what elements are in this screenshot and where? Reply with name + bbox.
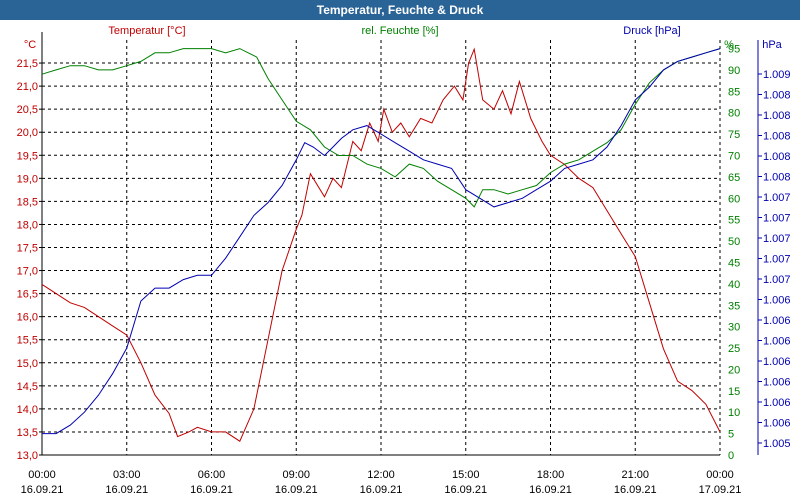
humidity-tick-label: 50 xyxy=(728,236,740,248)
humidity-tick-label: 10 xyxy=(728,407,740,419)
x-tick-label-date: 16.09.21 xyxy=(529,484,572,496)
x-tick-label-date: 17.09.21 xyxy=(699,484,742,496)
x-tick-label-date: 16.09.21 xyxy=(105,484,148,496)
humidity-tick-label: 80 xyxy=(728,108,740,120)
temp-tick-label: 14,0 xyxy=(17,404,38,416)
grid xyxy=(41,40,721,456)
x-tick-label-time: 03:00 xyxy=(113,469,141,481)
pressure-tick-label: 1.008 xyxy=(763,172,791,184)
humidity-tick-label: 35 xyxy=(728,300,740,312)
humidity-tick-label: 65 xyxy=(728,172,740,184)
temp-tick-label: 15,5 xyxy=(17,335,38,347)
pressure-tick-label: 1.006 xyxy=(763,295,791,307)
humidity-tick-label: 55 xyxy=(728,215,740,227)
x-tick-label-date: 16.09.21 xyxy=(21,484,64,496)
temp-tick-label: 21,0 xyxy=(17,81,38,93)
chart-canvas: 13,0 13,5 14,0 14,5 15,0 15,5 16,0 16,5 17,0 17,5… xyxy=(17,25,791,496)
x-tick-label-date: 16.09.21 xyxy=(275,484,318,496)
humidity-tick-label: 85 xyxy=(728,86,740,98)
temp-tick-label: 16,5 xyxy=(17,289,38,301)
temp-tick-label: 18,5 xyxy=(17,196,38,208)
pressure-tick-label: 1.008 xyxy=(763,110,791,122)
x-tick-label-time: 00:00 xyxy=(706,469,734,481)
axes xyxy=(39,32,762,456)
x-tick-label-time: 12:00 xyxy=(367,469,395,481)
temp-tick-label: 17,0 xyxy=(17,266,38,278)
humidity-tick-label: 60 xyxy=(728,193,740,205)
temp-tick-label: 19,5 xyxy=(17,150,38,162)
temp-tick-label: 21,5 xyxy=(17,58,38,70)
tick-labels: 13,0 13,5 14,0 14,5 15,0 15,5 16,0 16,5 17,0 17,5… xyxy=(17,25,791,496)
humidity-tick-label: 45 xyxy=(728,257,740,269)
series-line-rel-feuchte xyxy=(41,48,721,208)
temp-tick-label: 17,5 xyxy=(17,243,38,255)
chart-title: Temperatur, Feuchte & Druck xyxy=(0,0,800,20)
temp-tick-label: 20,5 xyxy=(17,104,38,116)
x-tick-label-date: 16.09.21 xyxy=(614,484,657,496)
humidity-unit-label: % xyxy=(724,39,734,51)
temp-tick-label: 19,0 xyxy=(17,173,38,185)
x-tick-label-date: 16.09.21 xyxy=(190,484,233,496)
x-tick-label-date: 16.09.21 xyxy=(360,484,403,496)
pressure-tick-label: 1.008 xyxy=(763,131,791,143)
pressure-tick-label: 1.006 xyxy=(763,377,791,389)
series-line-druck xyxy=(42,48,721,435)
humidity-tick-label: 15 xyxy=(728,386,740,398)
pressure-tick-label: 1.007 xyxy=(763,233,791,245)
humidity-tick-label: 25 xyxy=(728,343,740,355)
pressure-unit-label: hPa xyxy=(762,39,782,51)
x-tick-label-time: 09:00 xyxy=(282,469,310,481)
pressure-tick-label: 1.007 xyxy=(763,192,791,204)
pressure-tick-label: 1.006 xyxy=(763,356,791,368)
pressure-tick-label: 1.006 xyxy=(763,397,791,409)
pressure-tick-label: 1.009 xyxy=(763,69,791,81)
x-tick-label-time: 15:00 xyxy=(452,469,480,481)
temp-tick-label: 14,5 xyxy=(17,381,38,393)
temp-axis-label: Temperatur [°C] xyxy=(108,25,185,37)
humidity-tick-label: 20 xyxy=(728,364,740,376)
pressure-tick-label: 1.008 xyxy=(763,90,791,102)
x-tick-label-date: 16.09.21 xyxy=(444,484,487,496)
pressure-tick-label: 1.006 xyxy=(763,336,791,348)
humidity-tick-label: 75 xyxy=(728,129,740,141)
humidity-tick-label: 40 xyxy=(728,279,740,291)
series-line-temperatur xyxy=(41,47,721,442)
temp-tick-label: 16,0 xyxy=(17,312,38,324)
humidity-tick-label: 5 xyxy=(728,429,734,441)
temp-unit-label: °C xyxy=(24,39,36,51)
temp-tick-label: 13,0 xyxy=(17,450,38,462)
x-tick-label-time: 00:00 xyxy=(28,469,56,481)
temp-tick-label: 20,0 xyxy=(17,127,38,139)
pressure-tick-label: 1.006 xyxy=(763,315,791,327)
pressure-tick-label: 1.006 xyxy=(763,418,791,430)
humidity-tick-label: 0 xyxy=(728,450,734,462)
pressure-axis-label: Druck [hPa] xyxy=(623,25,680,37)
humidity-tick-label: 30 xyxy=(728,322,740,334)
humidity-tick-label: 90 xyxy=(728,65,740,77)
x-tick-label-time: 18:00 xyxy=(537,469,565,481)
pressure-tick-label: 1.007 xyxy=(763,274,791,286)
pressure-tick-label: 1.008 xyxy=(763,151,791,163)
temp-tick-label: 18,0 xyxy=(17,219,38,231)
temp-tick-label: 15,0 xyxy=(17,358,38,370)
pressure-tick-label: 1.005 xyxy=(763,438,791,450)
humidity-axis-label: rel. Feuchte [%] xyxy=(361,25,438,37)
humidity-tick-label: 95 xyxy=(728,44,740,56)
x-tick-label-time: 06:00 xyxy=(198,469,226,481)
x-tick-label-time: 21:00 xyxy=(621,469,649,481)
pressure-tick-label: 1.007 xyxy=(763,254,791,266)
humidity-tick-label: 70 xyxy=(728,151,740,163)
pressure-tick-label: 1.007 xyxy=(763,213,791,225)
series-lines xyxy=(41,47,721,442)
temp-tick-label: 13,5 xyxy=(17,427,38,439)
